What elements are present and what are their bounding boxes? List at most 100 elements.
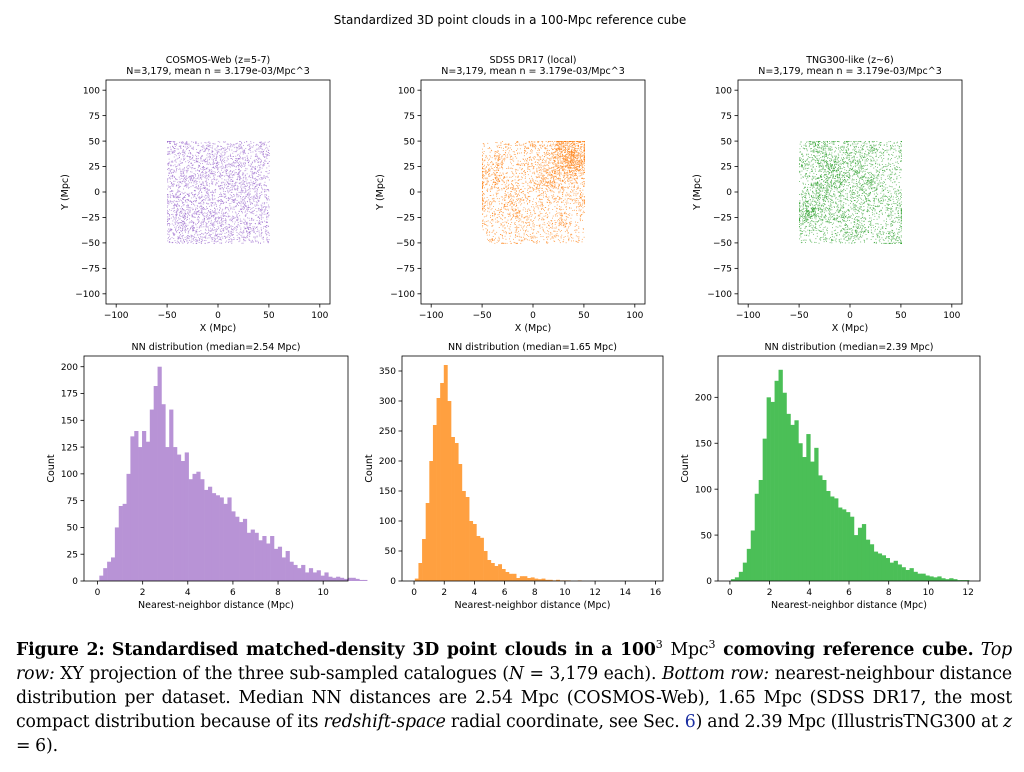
- scatter-point: [217, 223, 219, 225]
- scatter-point: [197, 169, 198, 171]
- scatter-point: [171, 160, 173, 162]
- scatter-point: [249, 190, 251, 192]
- scatter-point: [196, 239, 198, 241]
- scatter-point: [195, 158, 197, 160]
- scatter-point: [581, 241, 583, 243]
- scatter-point: [208, 229, 210, 231]
- scatter-point: [265, 229, 267, 231]
- scatter-point: [190, 145, 192, 147]
- scatter-point: [575, 235, 577, 237]
- scatter-point: [186, 206, 188, 208]
- scatter-point: [531, 175, 532, 177]
- x-tick-label: 50: [263, 311, 275, 321]
- scatter-point: [238, 146, 240, 147]
- scatter-point: [569, 145, 571, 146]
- scatter-point: [496, 142, 498, 144]
- scatter-point: [228, 203, 230, 205]
- scatter-point: [234, 223, 235, 225]
- scatter-point: [181, 235, 183, 237]
- scatter-point: [251, 172, 253, 174]
- scatter-point: [537, 195, 538, 197]
- scatter-point: [580, 205, 581, 206]
- scatter-point: [216, 153, 218, 155]
- scatter-point: [223, 213, 225, 215]
- scatter-point: [184, 197, 186, 198]
- scatter-point: [210, 205, 212, 207]
- scatter-point: [484, 197, 485, 199]
- scatter-point: [178, 169, 180, 170]
- scatter-point: [262, 148, 263, 150]
- scatter-point: [240, 192, 242, 194]
- scatter-point: [548, 236, 550, 238]
- scatter-point: [218, 170, 220, 172]
- scatter-point: [245, 169, 247, 171]
- scatter-point: [242, 173, 244, 175]
- scatter-point: [565, 225, 566, 227]
- scatter-point: [256, 149, 258, 151]
- scatter-point: [245, 158, 246, 160]
- scatter-point: [248, 228, 249, 229]
- scatter-point: [267, 210, 268, 211]
- scatter-point: [570, 156, 572, 158]
- scatter-point: [167, 238, 169, 240]
- scatter-point: [196, 178, 198, 179]
- scatter-point: [237, 222, 239, 224]
- scatter-point: [241, 146, 243, 148]
- scatter-point: [546, 185, 548, 186]
- scatter-point: [230, 230, 232, 232]
- scatter-point: [482, 166, 483, 168]
- scatter-point: [224, 215, 226, 217]
- scatter-point: [573, 152, 575, 154]
- scatter-point: [207, 146, 209, 148]
- scatter-point: [502, 163, 504, 164]
- scatter-point: [248, 217, 250, 219]
- scatter-point: [570, 143, 572, 145]
- scatter-point: [175, 205, 177, 206]
- scatter-point: [169, 235, 170, 237]
- scatter-point: [242, 200, 244, 201]
- scatter-point: [538, 182, 540, 184]
- scatter-point: [205, 222, 207, 224]
- scatter-point: [567, 186, 569, 188]
- scatter-point: [201, 226, 203, 228]
- scatter-point: [524, 216, 526, 218]
- scatter-point: [267, 189, 269, 191]
- scatter-point: [267, 189, 269, 190]
- scatter-point: [565, 186, 567, 188]
- scatter-point: [535, 204, 537, 206]
- scatter-point: [218, 163, 220, 165]
- scatter-point: [504, 208, 506, 210]
- scatter-point: [241, 158, 243, 159]
- scatter-point: [545, 185, 547, 187]
- scatter-point: [183, 170, 185, 172]
- scatter-point: [228, 198, 230, 200]
- scatter-point: [482, 163, 483, 165]
- scatter-point: [496, 220, 498, 222]
- scatter-point: [176, 242, 178, 244]
- scatter-point: [512, 157, 514, 159]
- scatter-point: [566, 165, 567, 167]
- scatter-point: [207, 188, 208, 190]
- scatter-point: [512, 195, 514, 197]
- scatter-point: [197, 167, 199, 169]
- scatter-point: [211, 150, 213, 152]
- scatter-point: [553, 240, 555, 242]
- scatter-point: [257, 144, 259, 146]
- scatter-point: [561, 170, 563, 171]
- scatter-point: [213, 173, 215, 175]
- scatter-point: [249, 197, 251, 198]
- scatter-point: [238, 205, 239, 206]
- scatter-point: [491, 202, 493, 204]
- scatter-point: [527, 189, 528, 191]
- scatter-point: [573, 170, 575, 172]
- scatter-point: [182, 214, 184, 216]
- scatter-point: [503, 158, 505, 160]
- scatter-point: [215, 218, 217, 220]
- scatter-point: [187, 184, 189, 185]
- scatter-point: [563, 161, 565, 162]
- scatter-point: [225, 165, 227, 167]
- scatter-point: [182, 229, 184, 231]
- scatter-point: [186, 238, 188, 240]
- scatter-point: [510, 167, 512, 169]
- scatter-point: [221, 217, 223, 219]
